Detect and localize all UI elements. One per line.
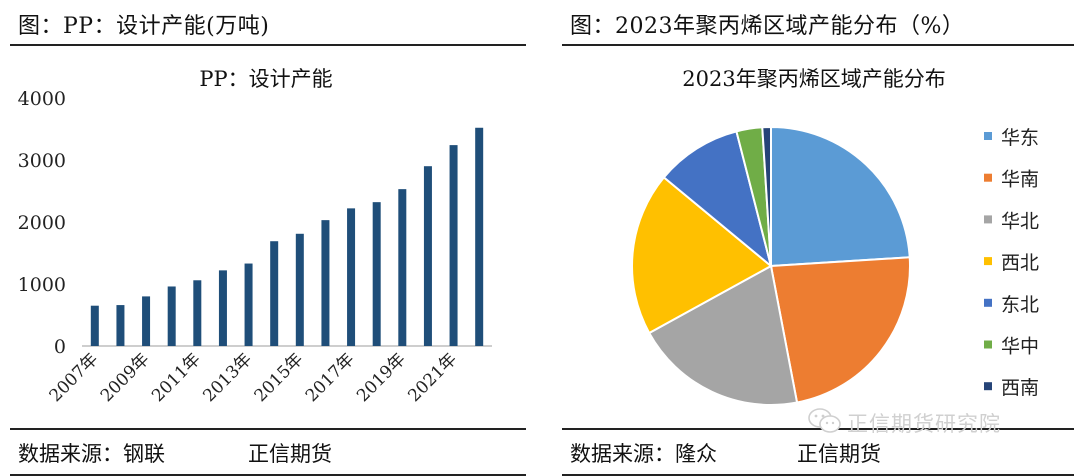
y-tick-label: 4000	[18, 88, 66, 110]
pie-slice	[770, 125, 911, 268]
bar	[475, 127, 484, 346]
legend-label: 西南	[1001, 377, 1039, 399]
left-footer: 数据来源：钢联 正信期货	[10, 428, 526, 476]
legend-swatch	[984, 215, 992, 224]
legend-swatch	[984, 173, 992, 182]
watermark: 正信期货研究院	[807, 406, 1057, 442]
bar	[193, 280, 202, 346]
legend-swatch	[984, 298, 992, 307]
legend-label: 西北	[1001, 252, 1039, 274]
pie-slice	[631, 175, 773, 335]
bar	[398, 189, 407, 346]
bar	[347, 208, 356, 346]
left-source: 数据来源：钢联	[18, 442, 165, 466]
legend-swatch	[984, 382, 992, 391]
x-tick-label: 2009年	[97, 349, 154, 406]
left-header-title: 图：PP：设计产能(万吨)	[18, 14, 270, 39]
legend-label: 华南	[1001, 169, 1039, 191]
legend-label: 华东	[1001, 127, 1039, 149]
pie-chart-title: 2023年聚丙烯区域产能分布	[682, 67, 945, 91]
y-tick-label: 1000	[18, 274, 66, 296]
bar	[321, 220, 330, 346]
y-tick-label: 2000	[18, 212, 66, 234]
bar-chart-title: PP：设计产能	[199, 67, 332, 91]
left-org: 正信期货	[248, 442, 332, 466]
legend-label: 华中	[1001, 336, 1039, 358]
bar	[449, 145, 458, 346]
x-tick-label: 2017年	[302, 349, 359, 406]
x-tick-label: 2011年	[148, 349, 205, 406]
bar	[218, 270, 227, 346]
left-header: 图：PP：设计产能(万吨)	[10, 0, 526, 46]
right-source: 数据来源：隆众	[570, 442, 717, 466]
legend-swatch	[984, 132, 992, 140]
bar	[90, 305, 99, 346]
wechat-icon	[808, 408, 841, 433]
bar	[423, 166, 432, 346]
bar	[372, 202, 381, 346]
bar-chart: PP：设计产能010002000300040002007年2009年2011年2…	[18, 67, 492, 406]
bar	[116, 305, 125, 346]
x-tick-label: 2021年	[404, 349, 461, 406]
right-header: 图：2023年聚丙烯区域产能分布（%）	[562, 0, 1074, 46]
x-tick-label: 2015年	[251, 349, 308, 406]
pie-slice	[769, 256, 911, 404]
pie-slice	[761, 125, 772, 267]
pie-slice	[647, 264, 799, 406]
legend-swatch	[984, 340, 992, 349]
bar	[295, 233, 304, 346]
bar	[142, 296, 151, 346]
y-tick-label: 3000	[18, 150, 66, 172]
right-header-title: 图：2023年聚丙烯区域产能分布（%）	[570, 14, 965, 39]
right-org: 正信期货	[797, 442, 881, 466]
legend-swatch	[984, 257, 992, 266]
legend-label: 东北	[1001, 294, 1039, 316]
legend-label: 华北	[1001, 210, 1039, 232]
right-panel: 图：2023年聚丙烯区域产能分布（%） 2023年聚丙烯区域产能分布华东华南华北…	[552, 0, 1080, 476]
y-tick-label: 0	[54, 336, 66, 358]
x-tick-label: 2013年	[199, 349, 256, 406]
watermark-text: 正信期货研究院	[847, 412, 1001, 436]
bar	[244, 263, 253, 346]
bar	[270, 241, 279, 346]
bar	[167, 286, 176, 346]
left-panel: 图：PP：设计产能(万吨) PP：设计产能 0 1000 2000 3000 4000 20…	[0, 0, 532, 476]
x-tick-label: 2019年	[353, 349, 410, 406]
